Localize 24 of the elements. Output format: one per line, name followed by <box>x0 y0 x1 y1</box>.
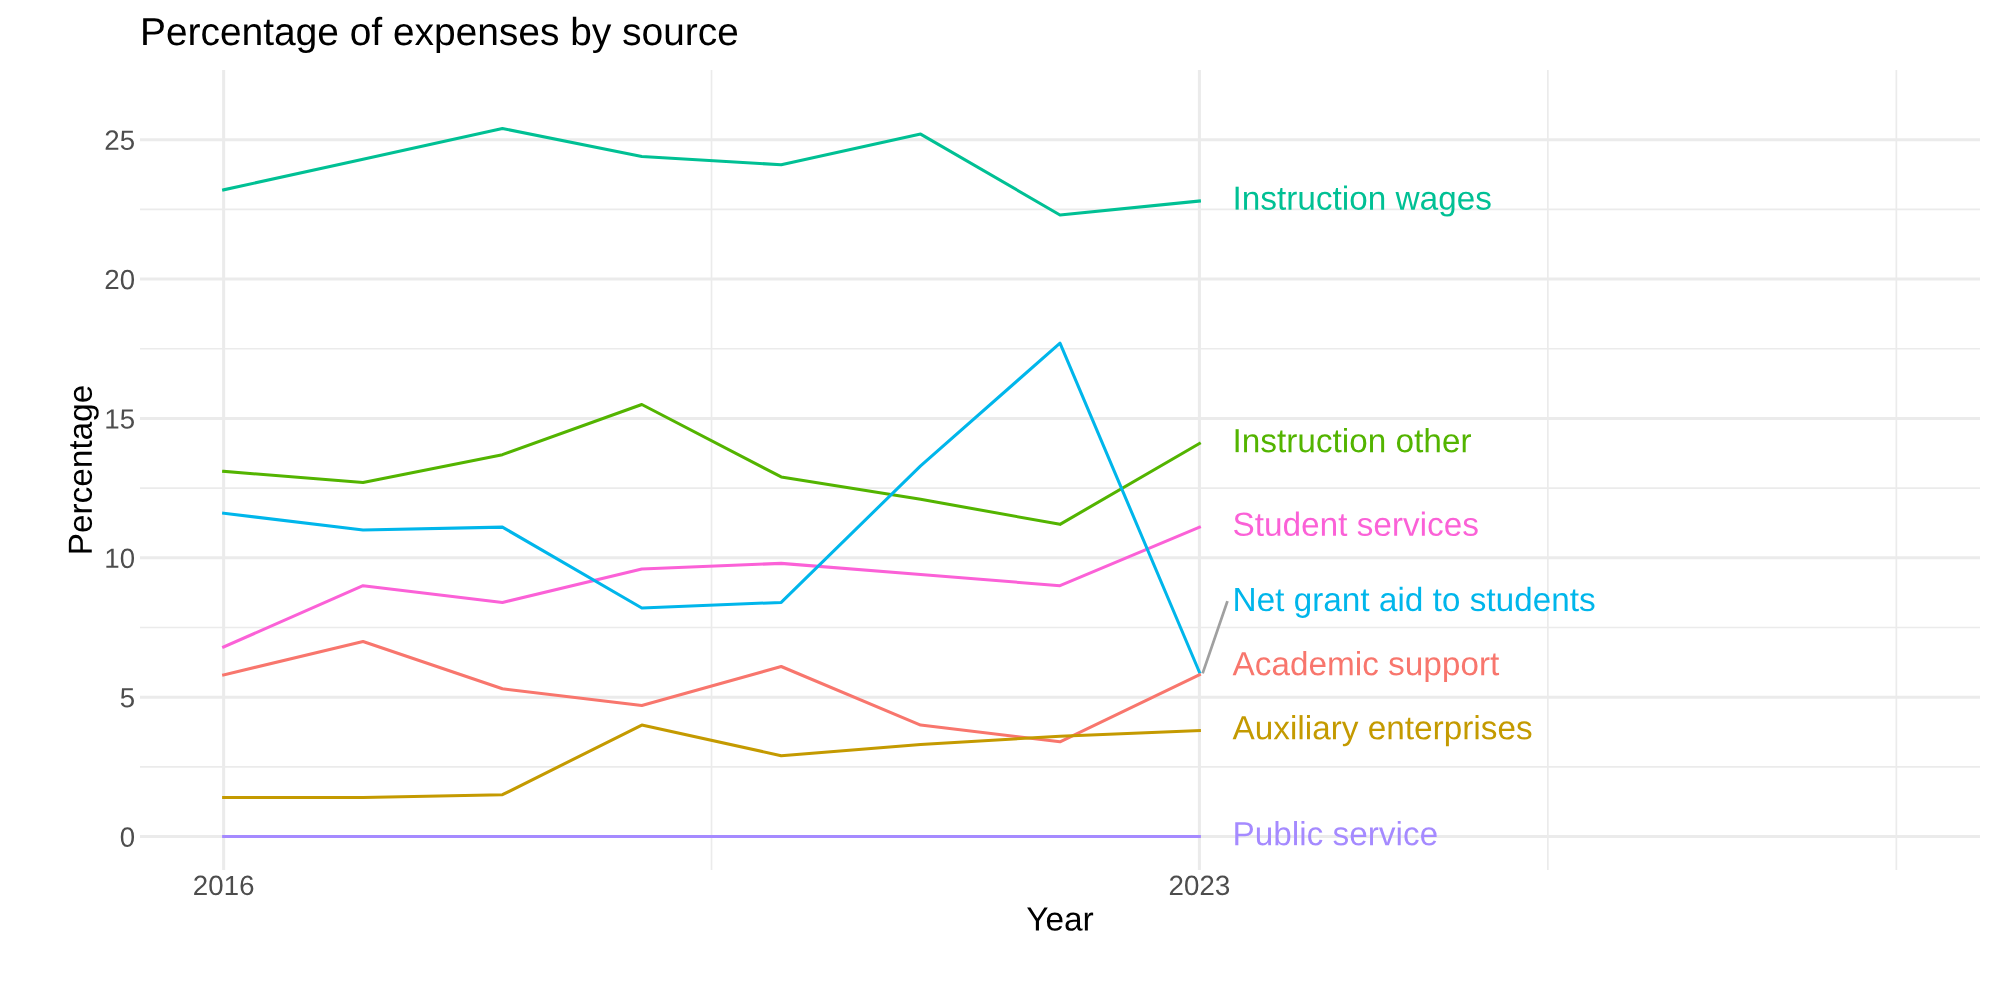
series-label: Net grant aid to students <box>1235 586 1595 618</box>
y-tick-label: 0 <box>120 827 135 847</box>
line-series <box>222 639 1201 744</box>
series-label: Student services <box>1234 511 1478 537</box>
y-tick-label: 10 <box>106 548 135 569</box>
series-label: Academic support <box>1232 650 1500 683</box>
x-axis-title: Year <box>1027 907 1094 931</box>
line-series <box>222 127 1201 217</box>
series-label: Auxiliary enterprises <box>1232 715 1532 747</box>
y-tick-label: 25 <box>105 130 134 151</box>
series-label: Instruction wages <box>1235 185 1491 217</box>
line-series <box>222 723 1201 800</box>
series-label: Instruction other <box>1235 427 1471 453</box>
x-tick-label: 2023 <box>1169 875 1230 896</box>
line-series <box>222 402 1201 526</box>
y-tick-label: 20 <box>105 269 135 290</box>
y-tick-label: 5 <box>120 688 134 708</box>
chart-title: Percentage of expenses by source <box>143 16 738 54</box>
y-tick-label: 15 <box>106 409 134 429</box>
line-series <box>222 525 1201 649</box>
line-series <box>222 341 1201 674</box>
x-tick-label: 2016 <box>194 875 254 896</box>
series-label: Public service <box>1235 821 1437 846</box>
y-axis-title: Percentage <box>68 386 99 553</box>
